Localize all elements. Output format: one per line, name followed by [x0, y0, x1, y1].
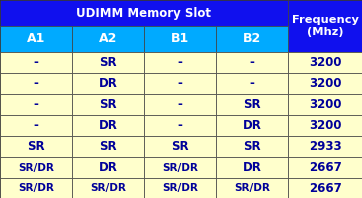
Bar: [0, 73, 72, 94]
Text: 2933: 2933: [309, 140, 341, 153]
Text: DR: DR: [98, 161, 117, 174]
Bar: [72, 178, 144, 198]
Bar: [288, 157, 362, 178]
Bar: [0, 94, 72, 115]
Text: SR/DR: SR/DR: [162, 184, 198, 193]
Bar: [72, 115, 144, 136]
Bar: [216, 26, 288, 52]
Bar: [288, 136, 362, 157]
Text: B1: B1: [171, 32, 189, 46]
Bar: [216, 94, 288, 115]
Bar: [144, 26, 216, 52]
Bar: [72, 52, 144, 73]
Bar: [144, 52, 216, 73]
Text: SR: SR: [171, 140, 189, 153]
Text: 2667: 2667: [309, 161, 341, 174]
Text: SR: SR: [99, 98, 117, 111]
Text: UDIMM Memory Slot: UDIMM Memory Slot: [76, 7, 211, 19]
Text: SR/DR: SR/DR: [162, 163, 198, 172]
Bar: [0, 136, 72, 157]
Text: -: -: [249, 77, 254, 90]
Bar: [216, 73, 288, 94]
Text: -: -: [178, 56, 182, 69]
Text: -: -: [178, 77, 182, 90]
Bar: [288, 115, 362, 136]
Bar: [216, 178, 288, 198]
Bar: [0, 26, 72, 52]
Text: Frequency
(Mhz): Frequency (Mhz): [291, 15, 358, 37]
Bar: [72, 26, 144, 52]
Text: 3200: 3200: [309, 77, 341, 90]
Bar: [144, 136, 216, 157]
Text: DR: DR: [98, 77, 117, 90]
Text: DR: DR: [243, 119, 261, 132]
Bar: [288, 178, 362, 198]
Text: -: -: [178, 119, 182, 132]
Bar: [72, 136, 144, 157]
Text: 2667: 2667: [309, 182, 341, 195]
Bar: [288, 94, 362, 115]
Text: DR: DR: [243, 161, 261, 174]
Text: -: -: [178, 98, 182, 111]
Text: -: -: [34, 98, 38, 111]
Text: B2: B2: [243, 32, 261, 46]
Bar: [144, 178, 216, 198]
Text: -: -: [34, 56, 38, 69]
Text: -: -: [249, 56, 254, 69]
Bar: [216, 136, 288, 157]
Text: A1: A1: [27, 32, 45, 46]
Text: 3200: 3200: [309, 119, 341, 132]
Bar: [0, 0, 288, 26]
Text: SR: SR: [27, 140, 45, 153]
Text: SR: SR: [243, 98, 261, 111]
Text: A2: A2: [99, 32, 117, 46]
Text: SR: SR: [243, 140, 261, 153]
Text: SR/DR: SR/DR: [18, 184, 54, 193]
Bar: [144, 73, 216, 94]
Text: 3200: 3200: [309, 56, 341, 69]
Bar: [144, 157, 216, 178]
Bar: [288, 73, 362, 94]
Bar: [288, 0, 362, 52]
Text: SR: SR: [99, 56, 117, 69]
Text: 3200: 3200: [309, 98, 341, 111]
Text: -: -: [34, 77, 38, 90]
Bar: [144, 115, 216, 136]
Bar: [144, 94, 216, 115]
Text: SR/DR: SR/DR: [234, 184, 270, 193]
Bar: [0, 115, 72, 136]
Text: SR/DR: SR/DR: [90, 184, 126, 193]
Bar: [0, 178, 72, 198]
Bar: [72, 94, 144, 115]
Bar: [72, 157, 144, 178]
Text: SR/DR: SR/DR: [18, 163, 54, 172]
Bar: [72, 73, 144, 94]
Bar: [288, 52, 362, 73]
Bar: [216, 157, 288, 178]
Bar: [216, 115, 288, 136]
Bar: [0, 157, 72, 178]
Bar: [216, 52, 288, 73]
Bar: [0, 52, 72, 73]
Text: -: -: [34, 119, 38, 132]
Text: DR: DR: [98, 119, 117, 132]
Text: SR: SR: [99, 140, 117, 153]
